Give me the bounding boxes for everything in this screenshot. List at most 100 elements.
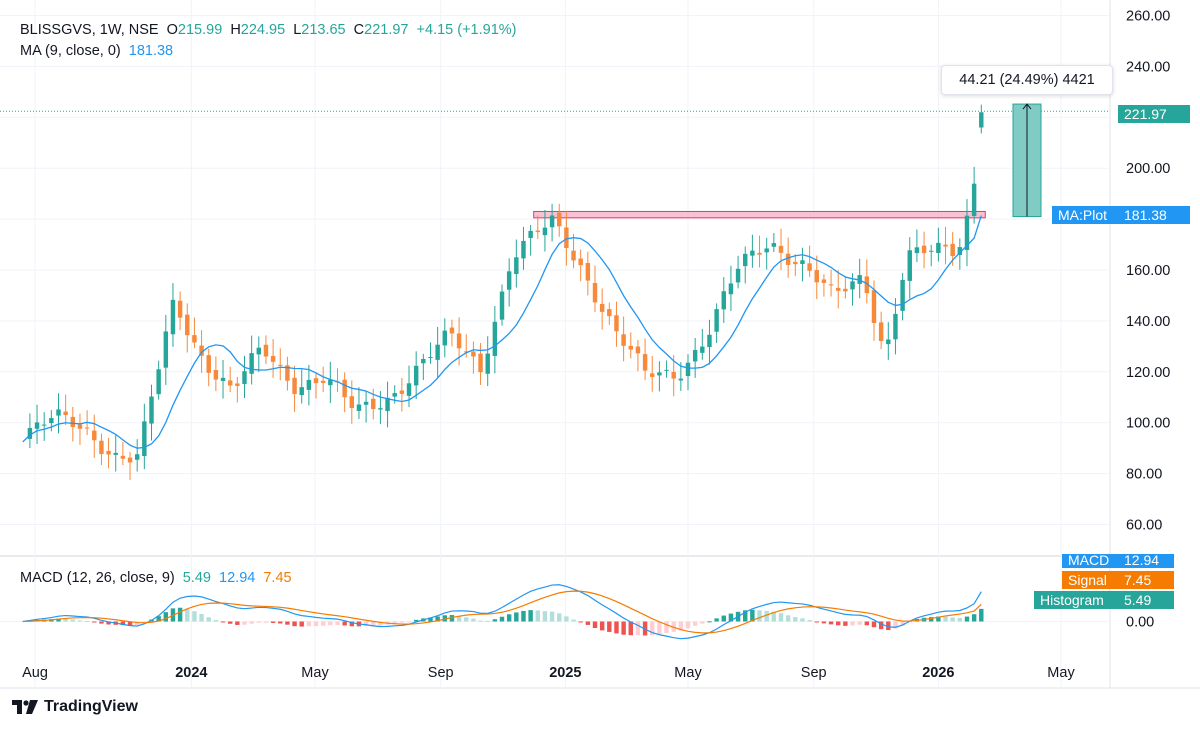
histogram-bar (492, 619, 498, 622)
candle-up (306, 379, 312, 390)
candle-up (743, 253, 748, 267)
low-value: 213.65 (301, 22, 346, 38)
candle-up (664, 369, 669, 371)
candle-up (893, 313, 898, 340)
ma-line (22, 215, 982, 449)
candle-down (206, 355, 211, 373)
histogram-bar (571, 619, 576, 622)
candle-down (943, 244, 948, 247)
candle-down (120, 455, 126, 459)
histogram-bar (521, 610, 526, 622)
candle-down (599, 303, 605, 312)
candle-up (707, 334, 712, 348)
price-tick-label: 120.00 (1126, 365, 1170, 381)
macd-tick-label: 0.00 (1126, 615, 1154, 631)
histogram-bar (700, 621, 705, 624)
price-tick-label: 60.00 (1126, 518, 1162, 534)
candle-up (363, 401, 369, 405)
histogram-bar (263, 621, 269, 623)
candle-up (521, 240, 526, 259)
histogram-bar (227, 621, 233, 624)
histogram-bar (907, 621, 912, 623)
histogram-bar (134, 621, 140, 625)
candle-down (84, 427, 90, 429)
candle-up (957, 247, 963, 255)
histogram-bar (928, 617, 934, 622)
candle-down (199, 345, 204, 356)
histogram-bar (685, 621, 691, 629)
histogram-bar (270, 621, 276, 623)
candle-down (464, 351, 469, 353)
candle-down (270, 355, 276, 362)
histogram-bar (471, 618, 476, 622)
histogram-bar (878, 621, 884, 630)
candle-up (700, 346, 705, 353)
candle-down (92, 430, 97, 441)
histogram-bar (871, 621, 877, 628)
low-label: L (293, 22, 302, 38)
macd-legend-macd: 12.94 (219, 570, 256, 586)
candle-down (921, 245, 927, 254)
candle-down (227, 380, 233, 386)
histogram-bar (950, 617, 955, 622)
candle-up (242, 371, 247, 384)
histogram-bar (320, 621, 326, 626)
histogram-bar (936, 616, 941, 622)
candle-down (585, 263, 591, 281)
ma-legend: MA (9, close, 0) 181.38 (20, 43, 177, 59)
price-tick-label: 80.00 (1126, 467, 1162, 483)
candle-down (456, 333, 462, 349)
candle-down (399, 390, 405, 394)
histogram-bar (535, 610, 540, 622)
candle-up (721, 291, 726, 310)
histogram-bar (857, 621, 862, 625)
candle-up (657, 372, 662, 376)
time-tick-label: 2025 (549, 665, 581, 681)
histogram-bar (750, 609, 755, 622)
candle-down (843, 288, 848, 292)
candle-down (285, 365, 290, 381)
candle-up (907, 250, 912, 281)
candle-up (27, 428, 33, 439)
histogram-bar (957, 617, 963, 622)
measure-arrow-head (1022, 103, 1032, 110)
macd-legend-signal: 7.45 (263, 570, 292, 586)
histogram-bar (406, 621, 412, 623)
histogram-bar (84, 620, 90, 622)
macd-legend-label: MACD (12, 26, close, 9) (20, 570, 175, 586)
open-value: 215.99 (177, 22, 223, 38)
candle-up (156, 369, 161, 395)
histogram-bar (557, 613, 562, 622)
measure-label: 44.21 (24.49%) 4421 (941, 65, 1113, 95)
histogram-bar (900, 621, 905, 626)
macd-legend-hist: 5.49 (182, 570, 211, 586)
close-label: C (353, 22, 365, 38)
candle-up (678, 378, 684, 381)
candle-down (621, 334, 626, 346)
time-tick-label: 2026 (922, 665, 954, 681)
histogram-bar (256, 621, 262, 623)
candle-up (692, 349, 698, 362)
histogram-bar (242, 621, 247, 625)
candle-up (936, 242, 941, 254)
candles-group (27, 104, 984, 480)
histogram-group (34, 607, 984, 636)
candle-up (249, 353, 254, 374)
histogram-bar (435, 616, 440, 622)
symbol-label: BLISSGVS, 1W, NSE (20, 22, 159, 38)
candle-down (778, 245, 784, 253)
histogram-bar (743, 610, 748, 622)
ma-plot-tag: MA:Plot (1052, 206, 1118, 224)
histogram-bar (778, 613, 784, 622)
candle-down (127, 457, 133, 463)
tradingview-logo[interactable]: TradingView (12, 698, 138, 716)
candle-down (192, 335, 197, 343)
change-value: +4.15 (+1.91%) (416, 22, 517, 38)
histogram-bar (349, 621, 355, 627)
histogram-bar (220, 621, 226, 623)
candle-down (628, 345, 633, 350)
candle-up (514, 257, 519, 274)
price-tick-label: 240.00 (1126, 59, 1170, 75)
